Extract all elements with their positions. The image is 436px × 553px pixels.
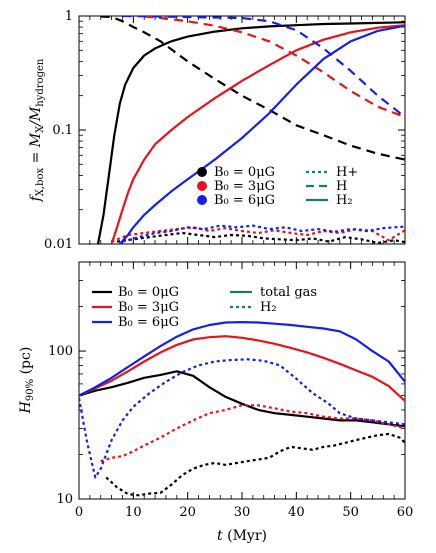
bottom-xtick-label: 30 — [234, 505, 251, 520]
bottom-ylabel-main: H — [18, 400, 34, 414]
bottom-xtick-label: 0 — [75, 505, 83, 520]
bottom-series-blue-H2-line — [79, 358, 405, 479]
top-series-black-H-line — [116, 231, 405, 244]
bottom-legend-label-black: B₀ = 0μG — [118, 285, 179, 300]
bottom-series-red-totalgas-line — [79, 335, 405, 402]
top-legend-style-label-solid: H₂ — [336, 193, 353, 208]
bottom-series-red-H2-line — [100, 404, 405, 463]
bottom-ylabel-sub: 90% — [25, 379, 36, 401]
top-legend-marker-red — [197, 181, 207, 191]
bottom-series-black-totalgas-line — [79, 370, 405, 428]
bottom-series — [79, 321, 405, 497]
top-series-red-H2-line — [110, 24, 405, 244]
xlabel-unit: (Myr) — [223, 528, 267, 544]
top-ylabel-main: f — [28, 193, 44, 202]
top-ylabel-sub3: hydrogen — [35, 58, 46, 107]
bottom-legend-label-blue: B₀ = 6μG — [118, 315, 179, 330]
top-legend-style-label-dashed: H — [336, 179, 347, 194]
top-ytick-label: 0.1 — [52, 123, 73, 138]
bottom-xtick-label: 10 — [125, 505, 142, 520]
bottom-legend-style-label-solid: total gas — [260, 285, 317, 300]
bottom-legend-style-label-dotted: H₂ — [260, 300, 277, 315]
top-series-blue-H2-line — [118, 24, 405, 244]
top-legend-label-black: B₀ = 0μG — [214, 165, 275, 180]
top-legend-label-red: B₀ = 3μG — [214, 179, 275, 194]
top-ylabel-slash: /M — [28, 106, 44, 128]
top-series-blue-H-line — [122, 224, 405, 243]
top-series-blue-H-line — [122, 16, 405, 118]
top-series-black-H-line — [100, 16, 405, 161]
bottom-xtick-label: 40 — [288, 505, 305, 520]
top-legend-label-blue: B₀ = 6μG — [214, 193, 275, 208]
top-series — [96, 16, 405, 244]
xlabel-main: t — [217, 528, 223, 544]
top-plot-frame — [78, 15, 406, 245]
bottom-xtick-label: 20 — [179, 505, 196, 520]
top-legend-marker-black — [197, 167, 207, 177]
top-ylabel-sub1: X,box — [35, 167, 46, 196]
bottom-legend-label-red: B₀ = 3μG — [118, 300, 179, 315]
top-y-axis-label: fX,box = MX/Mhydrogen — [28, 58, 46, 202]
top-series-red-H-line — [111, 226, 405, 243]
top-ytick-label: 1 — [65, 9, 73, 24]
bottom-series-blue-totalgas-line — [79, 321, 405, 397]
top-legend-style-label-dotted: H+ — [336, 165, 358, 180]
top-series-black-H2-line — [96, 21, 405, 244]
bottom-xtick-label: 60 — [397, 505, 414, 520]
top-ylabel-eq: = M — [28, 132, 44, 168]
bottom-ylabel-unit: (pc) — [18, 347, 34, 379]
x-axis-label: t (Myr) — [217, 528, 267, 544]
top-legend-marker-blue — [197, 195, 207, 205]
bottom-ytick-label: 10 — [56, 492, 73, 507]
top-ticks: 0.01 0.1 1 — [44, 9, 406, 252]
top-series-red-H-line — [144, 16, 405, 119]
top-ylabel-sub2: X — [35, 125, 46, 133]
bottom-y-axis-label: H90% (pc) — [18, 347, 36, 415]
top-ytick-label: 0.01 — [44, 237, 73, 252]
bottom-ytick-label: 100 — [48, 344, 73, 359]
bottom-series-black-H2-line — [105, 432, 405, 497]
bottom-xtick-label: 50 — [342, 505, 359, 520]
